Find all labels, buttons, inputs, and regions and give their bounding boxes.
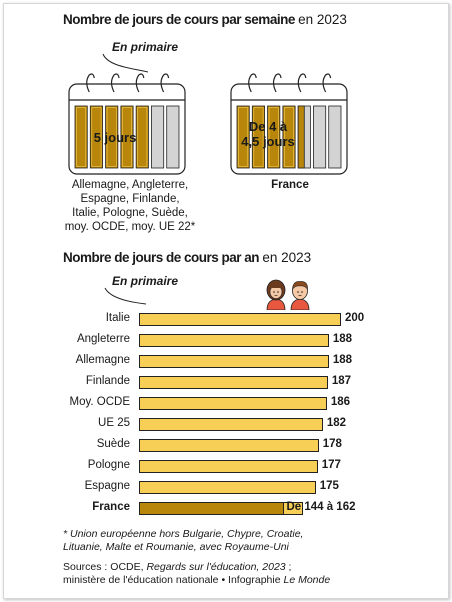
bar	[139, 313, 341, 326]
bar-value-label: 188	[332, 354, 353, 366]
bar	[139, 439, 319, 452]
calendar-day-inner	[268, 107, 279, 167]
bar-label: Moy. OCDE	[69, 396, 131, 408]
bar	[139, 502, 285, 515]
week-title: Nombre de jours de cours par semaine en …	[63, 12, 347, 27]
calendar-day	[74, 105, 88, 169]
bar	[139, 418, 323, 431]
footnote: * Union européenne hors Bulgarie, Chypre…	[63, 528, 304, 553]
calendar-day-inner	[76, 107, 87, 167]
calendar-day	[328, 105, 342, 169]
bar-label: Angleterre	[76, 333, 130, 345]
calendar-ring	[160, 73, 170, 93]
calendar-day	[120, 105, 134, 169]
bar	[139, 481, 316, 494]
calendar-icon	[68, 73, 186, 175]
calendar-day-inner	[284, 107, 294, 167]
bar-label: Espagne	[84, 480, 130, 492]
calendar-day-inner	[91, 107, 102, 167]
bar-label: Allemagne	[75, 354, 130, 366]
children-illustration-icon	[266, 279, 310, 310]
week-subhead: En primaire	[112, 40, 179, 54]
calendar-half-day	[297, 105, 305, 169]
bar-label: France	[92, 501, 130, 513]
calendar-ring	[322, 73, 332, 93]
bar-value-label: 182	[326, 417, 346, 429]
bar-value-label: 186	[330, 396, 351, 408]
bar-value-label: 178	[322, 438, 342, 450]
calendar-day	[166, 105, 180, 169]
bar-label: UE 25	[98, 417, 130, 429]
calendar-day	[236, 105, 250, 169]
bar-label: Pologne	[87, 459, 130, 471]
bar	[139, 397, 327, 410]
calendar-day	[151, 105, 165, 169]
calendar-day-inner	[238, 107, 249, 167]
year-title: Nombre de jours de cours par an en 2023	[63, 250, 312, 265]
bar	[139, 460, 318, 473]
subhead-pointer-icon	[104, 287, 147, 305]
bar-label: Suède	[96, 438, 130, 450]
bar-value-label: 187	[331, 375, 352, 387]
bar-label: Finlande	[85, 375, 130, 387]
left-calendar-caption: Allemagne, Angleterre, Espagne, Finlande…	[64, 179, 196, 233]
bar	[139, 376, 328, 389]
calendar-ring	[86, 73, 95, 93]
calendar-day	[313, 105, 327, 169]
bar-value-label: 177	[321, 459, 341, 471]
bar-value-label: 200	[345, 312, 365, 324]
calendar-ring	[248, 73, 257, 93]
sources: Sources : OCDE, Regards sur l'éducation,…	[63, 561, 331, 586]
right-calendar-label: De 4 à 4,5 jours	[241, 119, 295, 149]
frame	[3, 3, 449, 599]
calendar-day	[89, 105, 103, 169]
bar-range	[284, 502, 303, 515]
calendar-day-inner	[137, 107, 148, 167]
calendar-day-inner	[122, 107, 132, 167]
calendar-day-inner	[253, 107, 264, 167]
bar-label: Italie	[105, 312, 130, 324]
left-calendar-label: 5 jours	[93, 130, 137, 145]
calendar-icon	[230, 73, 348, 175]
bar-value-label: 175	[319, 480, 339, 492]
subhead-pointer-icon	[102, 53, 149, 73]
year-subhead: En primaire	[112, 274, 179, 288]
bar-value-label: De 144 à 162	[286, 501, 356, 513]
calendar-ring	[135, 73, 145, 93]
calendar-ring	[272, 73, 282, 93]
right-calendar-caption: France	[271, 179, 309, 191]
bar	[139, 355, 329, 368]
calendar-day-inner	[106, 107, 117, 167]
calendar-ring	[297, 73, 307, 93]
calendar-day	[267, 105, 281, 169]
bar-value-label: 188	[332, 333, 353, 345]
calendar-day	[251, 105, 265, 169]
calendar-day	[135, 105, 149, 169]
calendar-ring	[110, 73, 120, 93]
calendar-day	[282, 105, 296, 169]
bar	[139, 334, 329, 347]
calendar-day	[105, 105, 119, 169]
